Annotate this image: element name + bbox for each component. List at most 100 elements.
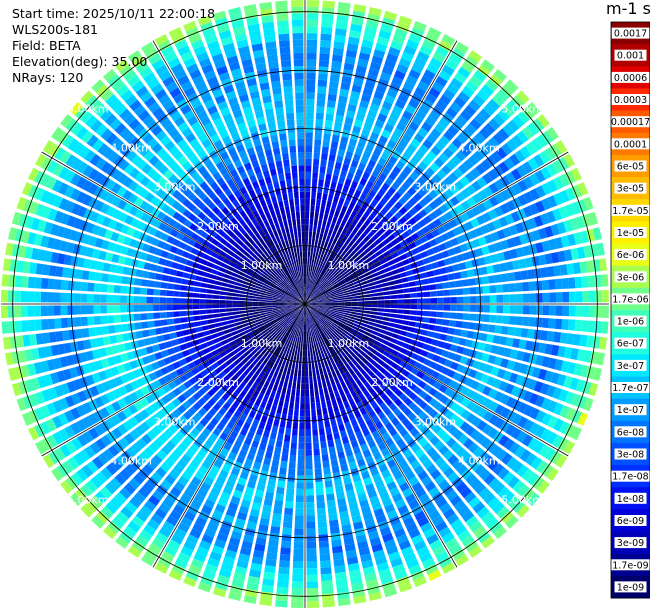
range-gate-cell (408, 197, 418, 207)
range-gate-cell (540, 213, 550, 225)
range-gate-cell (397, 294, 404, 299)
range-gate-cell (41, 319, 49, 330)
range-gate-cell (122, 333, 131, 342)
range-gate-cell (403, 397, 413, 407)
range-gate-cell (186, 292, 194, 298)
range-gate-cell (394, 323, 402, 330)
range-gate-cell (394, 211, 403, 220)
range-gate-cell (359, 251, 367, 258)
range-gate-cell (371, 330, 379, 336)
range-gate-cell (384, 304, 391, 308)
range-gate-cell (428, 345, 437, 353)
range-gate-cell (559, 332, 568, 344)
range-gate-cell (252, 298, 259, 302)
range-gate-cell (522, 161, 534, 174)
range-gate-cell (316, 192, 322, 200)
range-gate-cell (355, 112, 366, 122)
range-gate-cell (377, 304, 385, 308)
range-gate-cell (477, 395, 487, 406)
range-gate-cell (338, 241, 345, 249)
range-gate-cell (285, 428, 292, 436)
range-gate-cell (358, 240, 366, 248)
range-gate-cell (479, 127, 491, 140)
range-gate-cell (309, 271, 312, 279)
range-gate-cell (522, 488, 535, 502)
range-gate-cell (294, 528, 304, 536)
range-gate-cell (460, 146, 472, 158)
range-gate-cell (377, 300, 385, 304)
range-gate-cell (212, 304, 220, 309)
range-gate-cell (525, 257, 534, 268)
range-gate-cell (575, 305, 583, 317)
range-gate-cell (277, 480, 286, 488)
range-gate-cell (397, 266, 406, 273)
range-gate-cell (258, 301, 266, 304)
range-gate-cell (423, 204, 433, 214)
range-gate-cell (489, 285, 497, 294)
range-gate-cell (388, 196, 398, 206)
range-gate-cell (511, 499, 525, 513)
range-gate-cell (309, 285, 313, 292)
range-gate-cell (364, 297, 371, 301)
range-gate-cell (544, 225, 554, 238)
range-gate-cell (309, 294, 315, 300)
range-gate-cell (331, 306, 338, 309)
range-gate-cell (306, 587, 319, 595)
range-gate-cell (106, 294, 114, 303)
range-gate-cell (558, 206, 569, 219)
range-gate-cell (416, 370, 425, 379)
range-gate-cell (488, 477, 501, 490)
range-gate-cell (538, 227, 548, 240)
range-gate-cell (416, 316, 424, 322)
range-gate-cell (335, 21, 348, 30)
range-gate-cell (312, 251, 316, 259)
range-gate-cell (383, 312, 391, 317)
range-gate-cell (319, 46, 331, 55)
range-gate-cell (462, 251, 471, 261)
range-gate-cell (322, 407, 328, 415)
range-gate-cell (456, 133, 468, 145)
range-gate-cell (566, 263, 575, 275)
range-gate-cell (319, 547, 330, 555)
range-gate-cell (324, 373, 329, 381)
range-gate-cell (166, 304, 173, 311)
range-gate-cell (232, 307, 240, 312)
range-gate-cell (398, 383, 408, 392)
range-gate-cell (258, 299, 266, 302)
range-gate-cell (387, 366, 396, 375)
range-gate-cell (295, 362, 299, 370)
range-gate-cell (382, 250, 391, 258)
range-gate-cell (342, 314, 350, 318)
range-gate-cell (7, 305, 15, 318)
range-gate-cell (315, 395, 320, 403)
range-gate-cell (381, 321, 389, 326)
range-gate-cell (382, 316, 390, 322)
range-gate-cell (113, 285, 121, 294)
range-gate-cell (471, 416, 482, 428)
range-gate-cell (434, 325, 442, 332)
range-gate-cell (552, 208, 563, 221)
range-gate-cell (536, 305, 543, 315)
range-gate-cell (308, 277, 311, 285)
range-gate-cell (21, 320, 29, 332)
range-gate-cell (342, 273, 350, 279)
range-gate-cell (385, 255, 393, 262)
range-gate-cell (437, 373, 446, 383)
range-gate-cell (432, 268, 441, 276)
range-gate-cell (355, 318, 363, 322)
range-gate-cell (313, 272, 317, 280)
range-gate-cell (353, 4, 367, 13)
range-gate-cell (426, 352, 435, 360)
range-gate-cell (423, 394, 433, 404)
range-gate-cell (515, 374, 525, 386)
range-gate-cell (388, 224, 397, 233)
range-gate-cell (324, 306, 332, 308)
range-gate-cell (469, 459, 481, 472)
range-gate-cell (361, 357, 369, 365)
range-gate-cell (399, 253, 408, 261)
range-gate-cell (441, 349, 450, 358)
range-gate-cell (281, 387, 287, 395)
range-gate-cell (504, 213, 515, 225)
range-gate-cell (150, 336, 158, 345)
range-gate-cell (477, 64, 491, 77)
